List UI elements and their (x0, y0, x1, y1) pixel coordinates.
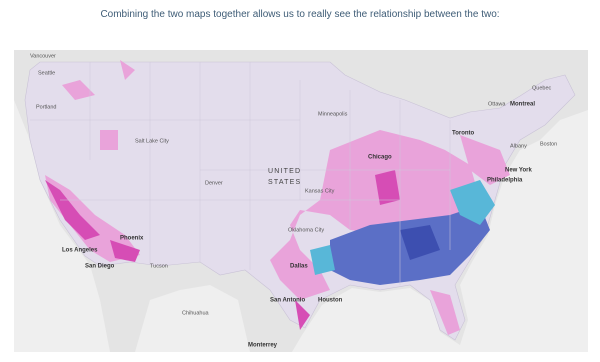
map-label: Philadelphia (487, 178, 523, 184)
map-label: San Antonio (270, 298, 305, 304)
state-borders (30, 62, 451, 285)
map-label: Houston (318, 298, 343, 304)
map-label: Tucson (150, 263, 168, 269)
map-label: UNITED (268, 168, 301, 175)
map-label: Kansas City (305, 188, 335, 194)
pink-regions (45, 60, 510, 335)
map-label: Ottawa (488, 101, 506, 107)
map-label: Los Angeles (62, 248, 98, 254)
map-label: Minneapolis (318, 111, 348, 117)
map-label: Toronto (452, 131, 475, 137)
map-label: Dallas (290, 264, 308, 270)
map-label: Quebec (532, 85, 552, 91)
map-label: New York (505, 168, 532, 174)
map-label: San Diego (85, 264, 115, 270)
map-label: Oklahoma City (288, 227, 324, 233)
map-label: Monterrey (248, 343, 278, 349)
map-label: Albany (510, 143, 527, 149)
map-label: STATES (268, 179, 301, 186)
map-label: Denver (205, 180, 223, 186)
map-label: Portland (36, 104, 57, 110)
map-label: Salt Lake City (135, 138, 169, 144)
map-label: Boston (540, 141, 557, 147)
caption: Combining the two maps together allows u… (100, 9, 500, 20)
map-label: Seattle (38, 70, 55, 76)
map-label: Chihuahua (182, 310, 210, 316)
map-label: Chicago (368, 155, 392, 161)
magenta-regions (45, 170, 400, 330)
map-label: Vancouver (30, 53, 56, 59)
map-label: Montreal (510, 102, 535, 108)
map-label: Phoenix (120, 236, 144, 242)
